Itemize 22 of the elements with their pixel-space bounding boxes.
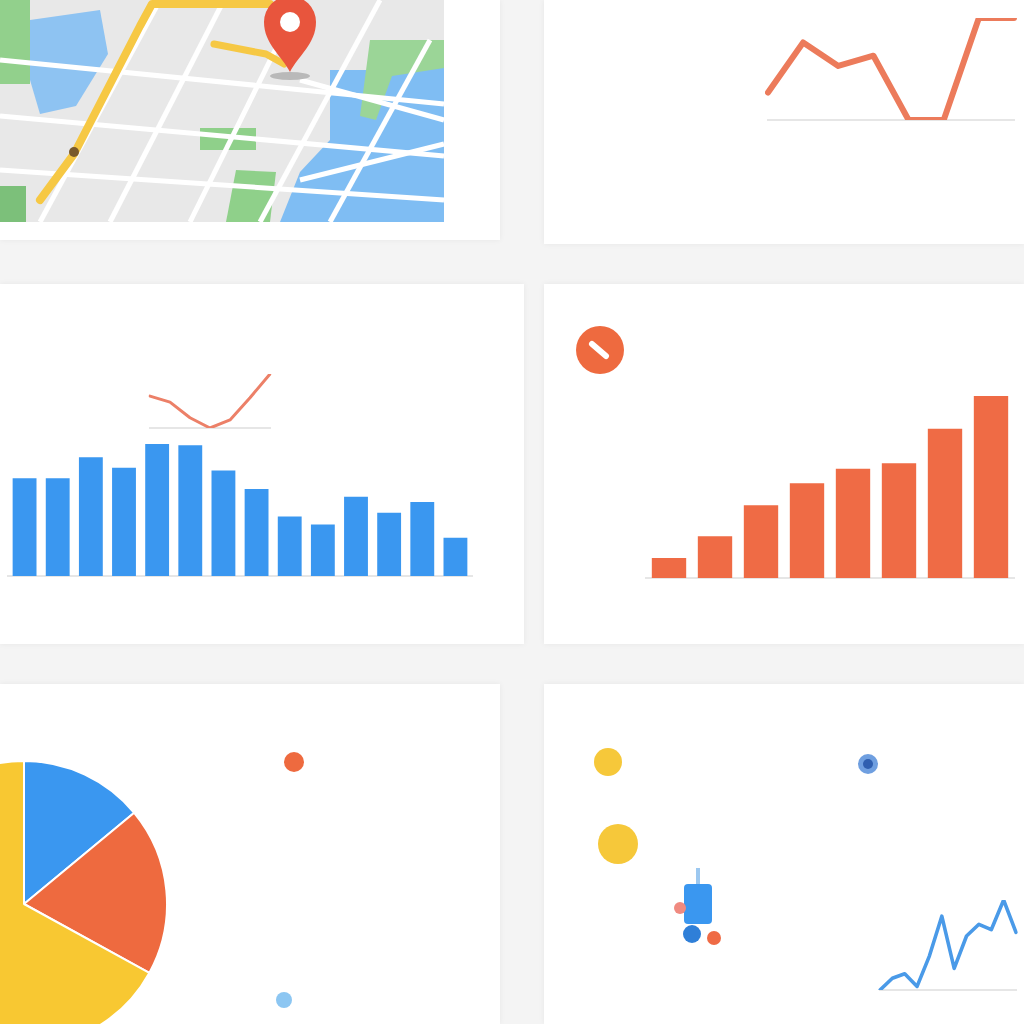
bar xyxy=(443,537,468,576)
bar xyxy=(651,557,687,578)
bar xyxy=(743,505,779,578)
bar xyxy=(145,444,170,576)
bar xyxy=(78,457,103,576)
bar xyxy=(789,483,825,578)
bar xyxy=(12,478,37,576)
bar xyxy=(410,502,435,576)
bar xyxy=(277,516,302,576)
bar xyxy=(973,396,1009,578)
bar xyxy=(178,445,203,576)
bar xyxy=(881,463,917,578)
bar xyxy=(45,478,70,576)
bar xyxy=(211,470,236,576)
bar xyxy=(244,488,269,576)
bar xyxy=(697,536,733,578)
bar xyxy=(112,467,136,576)
bar xyxy=(344,496,368,576)
bar xyxy=(310,524,335,576)
bar xyxy=(927,428,963,578)
bar xyxy=(377,512,402,576)
bar xyxy=(835,468,871,578)
